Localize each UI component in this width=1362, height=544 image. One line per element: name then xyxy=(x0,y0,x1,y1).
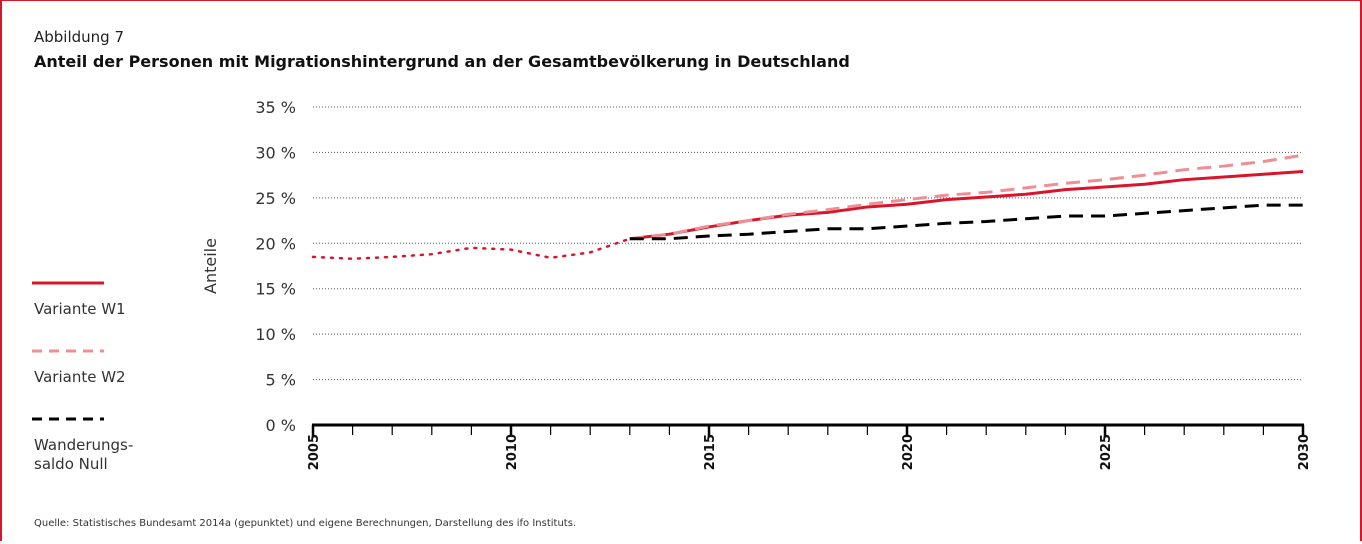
x-tick-label: 2015 xyxy=(703,434,718,470)
y-tick-label: 15 % xyxy=(255,280,296,299)
kicker: Abbildung 7 xyxy=(34,28,125,46)
x-tick-label: 2025 xyxy=(1099,434,1114,470)
legend-label: Variante W2 xyxy=(34,368,126,386)
legend-label: Variante W1 xyxy=(34,300,126,318)
chart: Anteile 0 % 5 % 10 % 15 % 20 % 25 % 30 % 35 % 20… xyxy=(201,98,1312,470)
series-line xyxy=(629,170,1304,241)
series-line xyxy=(629,153,1304,241)
legend-swatch xyxy=(32,417,104,421)
series-line xyxy=(311,237,632,260)
x-tick-label: 2030 xyxy=(1297,434,1312,470)
y-tick-label: 0 % xyxy=(266,416,296,435)
y-tick-label: 10 % xyxy=(255,325,296,344)
legend-swatch xyxy=(32,349,104,353)
x-tick-label: 2020 xyxy=(901,434,916,470)
legend-label: Wanderungs- saldo Null xyxy=(34,436,134,473)
y-tick-label: 25 % xyxy=(255,189,296,208)
chart-title: Anteil der Personen mit Migrationshinter… xyxy=(34,52,850,71)
x-tick-label: 2010 xyxy=(505,434,520,470)
x-tick-label: 2005 xyxy=(307,434,322,470)
source-note: Quelle: Statistisches Bundesamt 2014a (g… xyxy=(34,518,577,529)
y-tick-label: 30 % xyxy=(255,143,296,162)
y-tick-label: 20 % xyxy=(255,234,296,253)
y-tick-label: 35 % xyxy=(255,98,296,117)
series-line xyxy=(629,203,1303,241)
y-tick-label: 5 % xyxy=(266,371,296,390)
legend-swatch xyxy=(32,281,104,285)
y-axis-label: Anteile xyxy=(201,238,220,294)
